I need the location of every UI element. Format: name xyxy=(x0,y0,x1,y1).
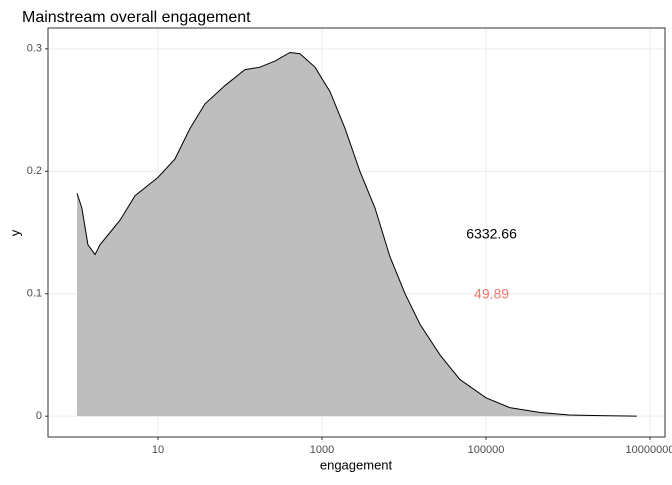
annotation: 6332.66 xyxy=(466,226,517,242)
density-area xyxy=(77,52,637,417)
x-tick-label: 100000 xyxy=(468,444,505,456)
x-tick-label: 1000 xyxy=(310,444,334,456)
x-tick-label: 10000000 xyxy=(626,444,672,456)
density-line xyxy=(76,51,637,417)
chart-title: Mainstream overall engagement xyxy=(22,9,251,26)
annotation: 49.89 xyxy=(474,286,509,302)
y-tick-label: 0.2 xyxy=(27,165,42,177)
panel-border xyxy=(47,27,666,438)
y-tick-label: 0 xyxy=(36,410,42,422)
x-tick-label: 10 xyxy=(152,444,164,456)
y-tick-label: 0.3 xyxy=(27,43,42,55)
x-axis-label: engagement xyxy=(320,457,393,472)
y-tick-label: 0.1 xyxy=(27,288,42,300)
y-axis-label: y xyxy=(7,229,22,236)
